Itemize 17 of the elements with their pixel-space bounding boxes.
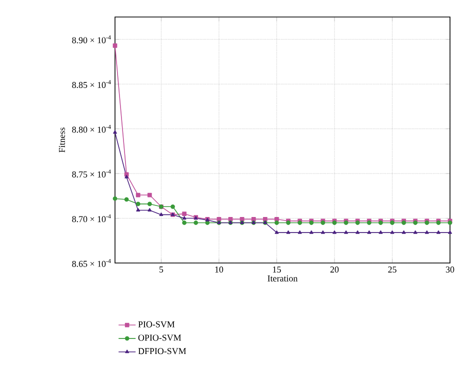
y-tick-label: 8.90 × 10$^{-4}$ [72,35,111,44]
x-tick-label: 30 [446,266,454,273]
legend-label: DFPIO-SVM [138,348,186,354]
x-tick-label: 10 [215,266,224,273]
x-tick-label: 5 [159,266,164,272]
y-tick-label: 8.70 × 10$^{-4}$ [72,214,111,222]
legend-label: OPIO-SVM [138,334,182,341]
y-tick-label: 8.80 × 10$^{-4}$ [72,124,111,133]
x-tick-label: 25 [388,266,396,273]
y-tick-label: 8.85 × 10$^{-4}$ [72,80,111,88]
x-tick-label: 15 [273,266,281,273]
y-axis-title: Fitness [58,128,65,152]
x-axis-title: Iteration [268,275,298,282]
y-tick-label: 8.65 × 10$^{-4}$ [72,259,111,267]
x-tick-label: 20 [330,266,339,273]
y-tick-label: 8.75 × 10$^{-4}$ [72,170,111,178]
legend-label: PIO-SVM [138,321,175,328]
